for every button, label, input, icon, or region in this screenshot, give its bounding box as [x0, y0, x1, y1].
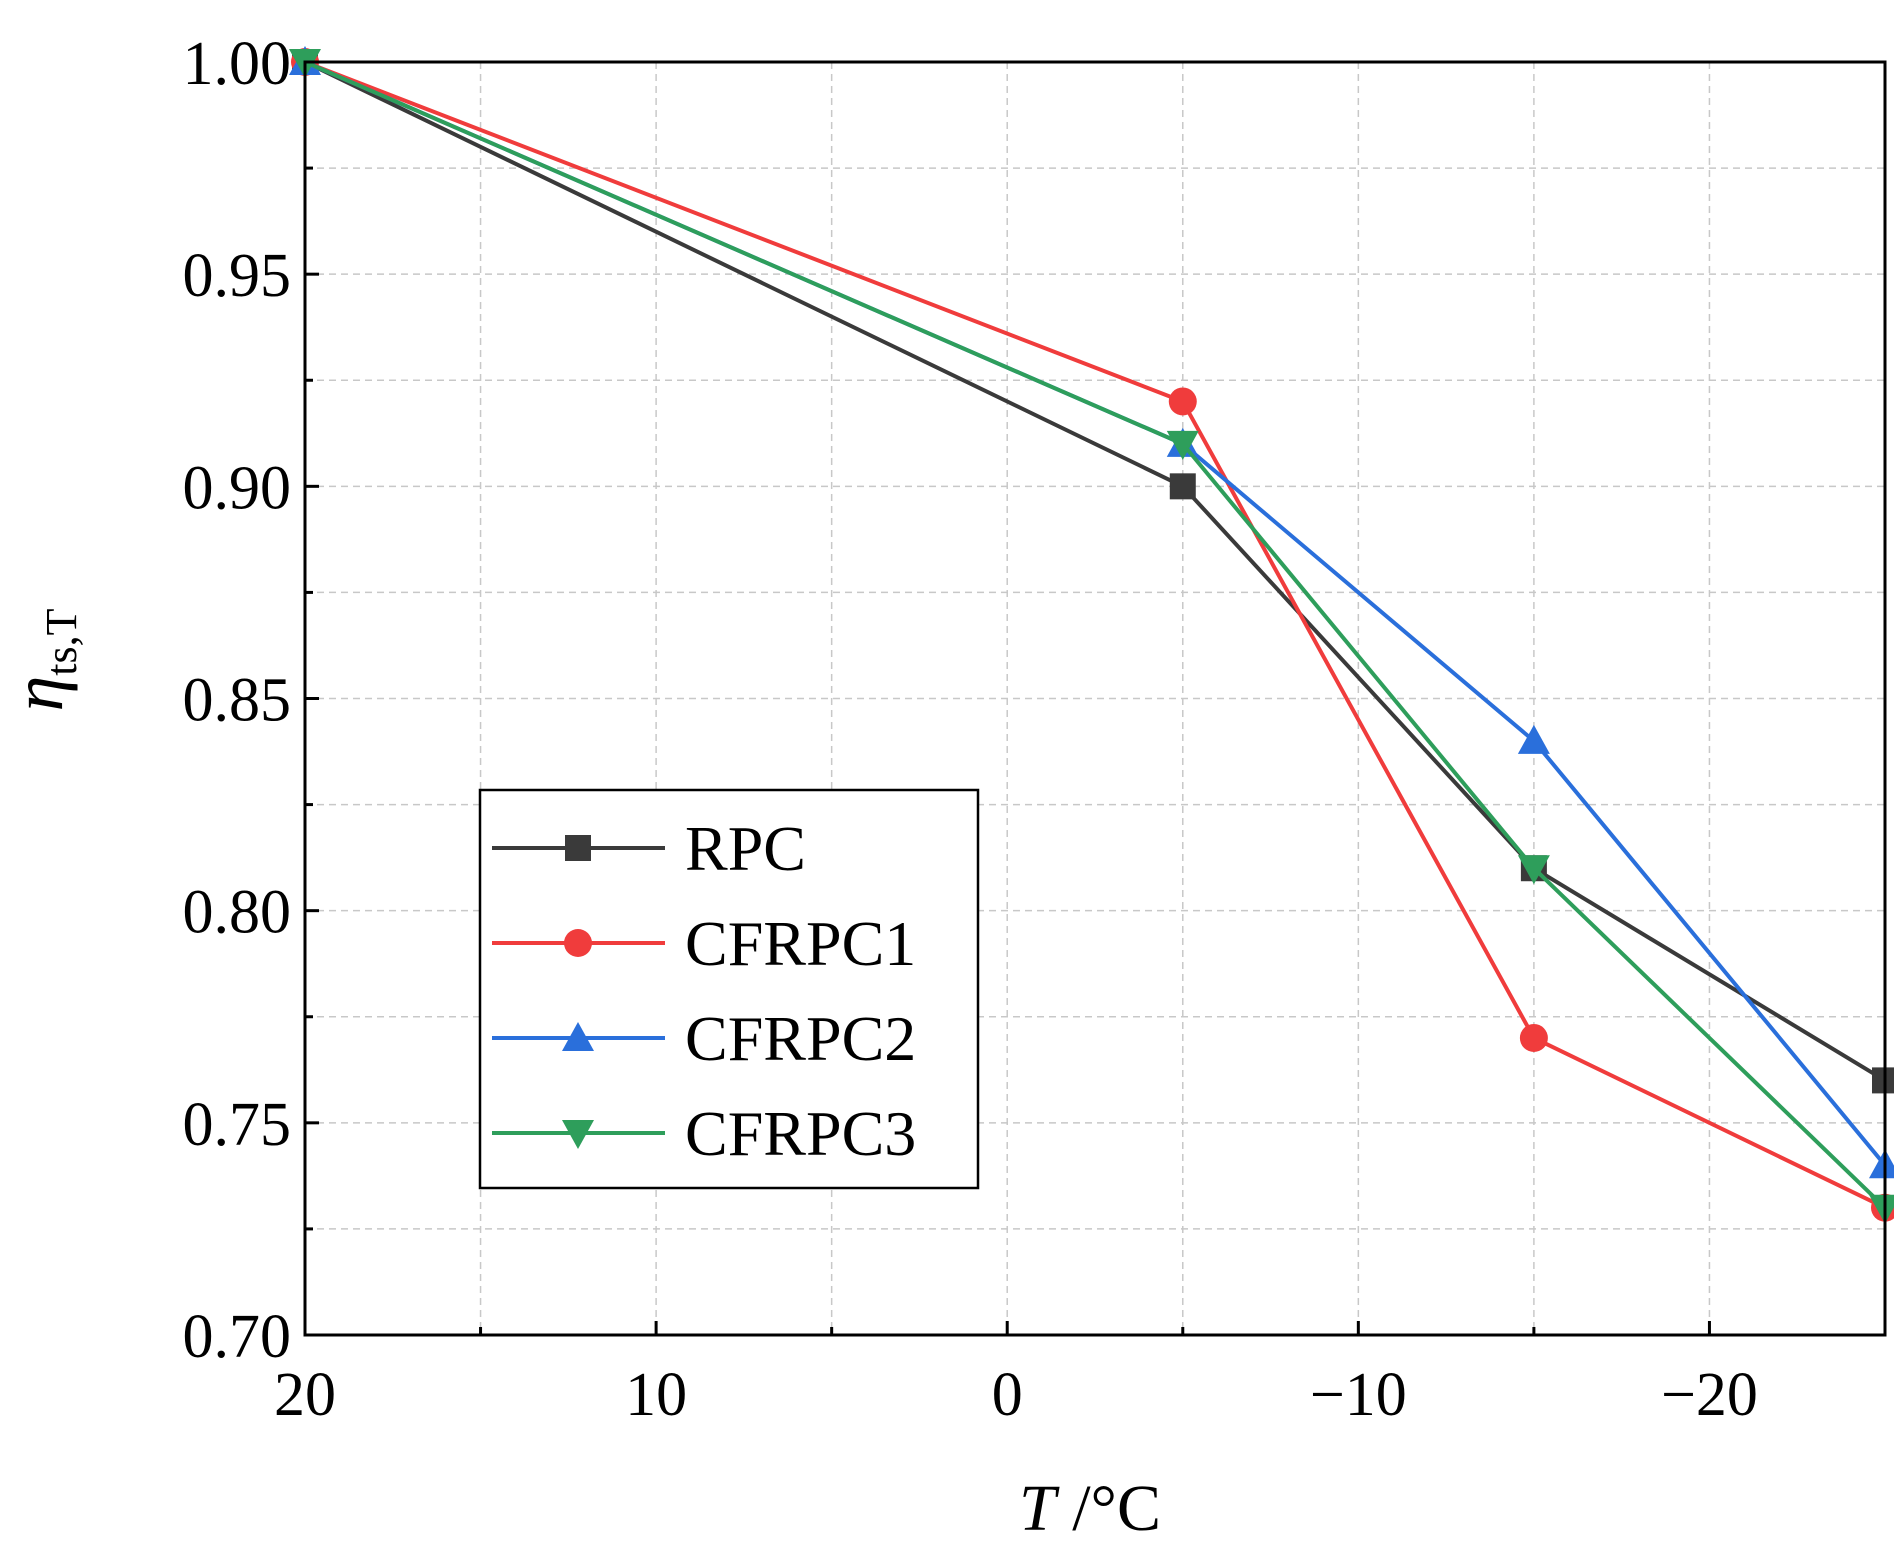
y-tick-label: 0.95 [183, 242, 292, 310]
x-axis-title: T /°C [1019, 1472, 1161, 1545]
legend-marker-rpc [565, 835, 591, 861]
legend-label-cfrpc2: CFRPC2 [685, 1003, 916, 1074]
legend: RPC CFRPC1 CFRPC2 CFRPC3 [478, 788, 980, 1190]
series-line-rpc [304, 60, 1887, 1083]
y-tick-label: 0.85 [183, 667, 292, 735]
legend-label-rpc: RPC [685, 813, 806, 884]
data-point-cfrpc2 [1869, 1149, 1894, 1179]
y-axis-subscript: ts,T [37, 608, 86, 675]
data-point-cfrpc3 [1166, 430, 1199, 460]
x-tick-label: 20 [274, 1361, 336, 1429]
y-axis-title: ηts,T [0, 608, 86, 711]
data-point-cfrpc1 [1168, 387, 1197, 416]
legend-label-cfrpc1: CFRPC1 [685, 908, 916, 979]
legend-marker-cfrpc1 [564, 929, 592, 957]
x-tick-label: 0 [992, 1361, 1023, 1429]
series-lines [289, 46, 1894, 1224]
data-point-rpc [1872, 1067, 1894, 1094]
x-axis-variable: T [1019, 1472, 1060, 1545]
data-point-cfrpc2 [1517, 724, 1550, 754]
legend-marker-cfrpc2 [562, 1022, 594, 1051]
x-tick-label: 10 [625, 1361, 687, 1429]
legend-label-cfrpc3: CFRPC3 [685, 1098, 916, 1169]
data-point-cfrpc3 [1869, 1194, 1894, 1224]
y-tick-label: 0.80 [183, 879, 292, 947]
y-tick-label: 0.90 [183, 454, 292, 522]
series-line-cfrpc1 [304, 60, 1886, 1210]
x-tick-label: −10 [1310, 1361, 1407, 1429]
axis-ticks: 20 10 0 −10 −20 0.70 0.75 0.80 0.85 0.90 0.95 1.00 [183, 30, 1887, 1429]
x-axis-unit: /°C [1056, 1472, 1161, 1545]
data-point-cfrpc3 [1517, 855, 1550, 885]
y-tick-label: 0.70 [183, 1303, 292, 1371]
y-tick-label: 0.75 [183, 1091, 292, 1159]
legend-marker-cfrpc3 [562, 1120, 594, 1149]
data-point-cfrpc1 [1519, 1023, 1548, 1052]
y-tick-label: 1.00 [183, 30, 292, 98]
y-axis-symbol: η [0, 676, 78, 712]
data-point-rpc [1169, 473, 1196, 500]
x-tick-label: −20 [1661, 1361, 1758, 1429]
series-line-cfrpc3 [304, 60, 1887, 1210]
